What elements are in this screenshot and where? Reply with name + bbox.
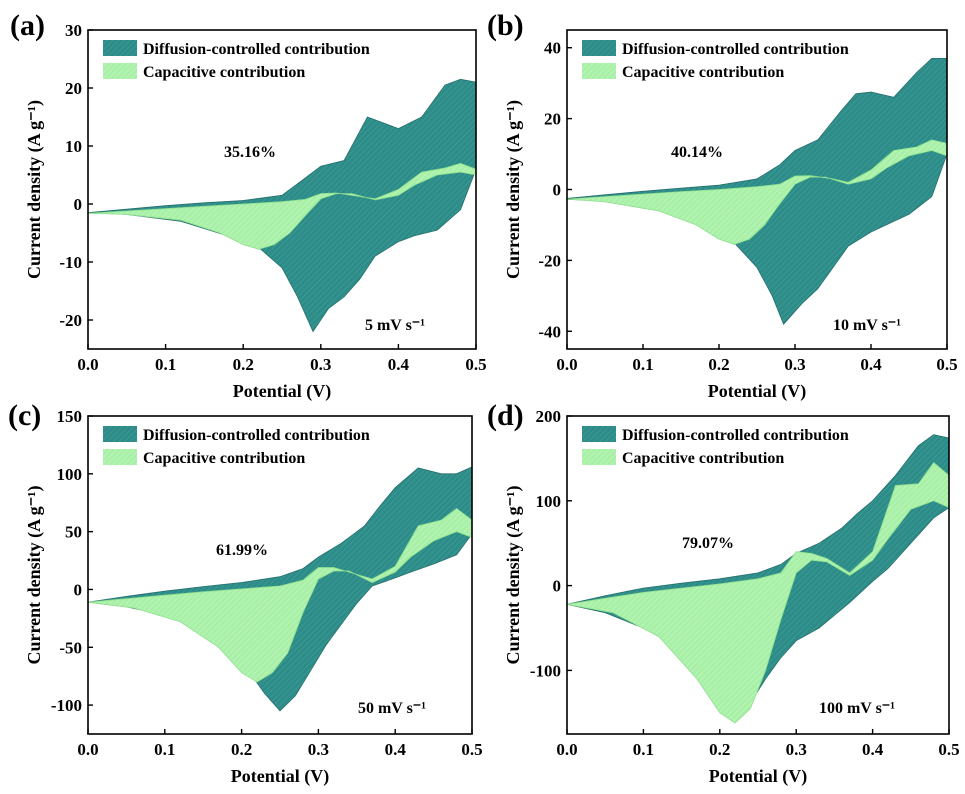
y-axis-title: Current density (A g⁻¹) [503, 100, 524, 279]
panel-d: 0.0 0.1 0.2 0.3 0.4 0.5 -100 0 100 200 Potential (… [487, 399, 960, 787]
y-tick-label: -20 [538, 251, 561, 270]
x-tick-label: 0.3 [310, 355, 331, 374]
plot-frame [566, 415, 950, 735]
x-tick-label: 0.4 [862, 740, 884, 759]
y-tick-label: -20 [59, 311, 82, 330]
legend-swatch [103, 426, 137, 442]
plot-frame [87, 29, 477, 350]
panel-c: 0.0 0.1 0.2 0.3 0.4 0.5 -100 -50 0 50 100 150 Potent… [8, 399, 483, 787]
x-tick-label: 0.4 [860, 355, 882, 374]
legend-label: Diffusion-controlled contribution [622, 41, 849, 58]
y-tick-label: 40 [544, 39, 561, 58]
y-tick-label: 50 [65, 523, 82, 542]
y-tick-label: 30 [65, 21, 82, 40]
scan-rate-label: 50 mV s⁻¹ [358, 700, 426, 717]
capacitive-loop [88, 162, 476, 250]
legend-swatch [103, 63, 137, 79]
percentage-label: 79.07% [682, 535, 734, 552]
y-tick-label: 150 [57, 407, 83, 426]
y-axis-title: Current density (A g⁻¹) [503, 485, 524, 664]
legend-label: Capacitive contribution [622, 450, 784, 467]
y-axis-title: Current density (A g⁻¹) [24, 100, 45, 279]
legend-label: Diffusion-controlled contribution [622, 427, 849, 444]
x-tick-label: 0.2 [233, 355, 254, 374]
panel-label: (a) [10, 9, 45, 42]
scan-rate-label: 10 mV s⁻¹ [833, 317, 901, 334]
panel-a: 0.0 0.1 0.2 0.3 0.4 0.5 -20 -10 0 10 20 30 Potential… [10, 9, 487, 402]
legend-label: Capacitive contribution [622, 64, 784, 81]
x-tick-label: 0.3 [786, 740, 807, 759]
capacitive-loop [567, 462, 949, 724]
percentage-label: 35.16% [224, 144, 276, 161]
x-tick-label: 0.2 [708, 355, 729, 374]
x-tick-label: 0.0 [556, 355, 577, 374]
panel-label: (b) [487, 9, 524, 42]
x-tick-label: 0.1 [155, 355, 176, 374]
x-tick-label: 0.1 [632, 355, 653, 374]
x-axis-title: Potential (V) [231, 766, 329, 787]
y-tick-label: 0 [74, 580, 83, 599]
y-tick-label: 0 [74, 195, 83, 214]
legend-swatch [582, 40, 616, 56]
legend-swatch [582, 63, 616, 79]
y-tick-label: -100 [530, 661, 561, 680]
y-tick-label: 10 [65, 137, 82, 156]
x-tick-label: 0.3 [784, 355, 805, 374]
y-tick-label: 100 [536, 492, 562, 511]
y-tick-label: 20 [544, 110, 561, 129]
y-tick-label: 0 [553, 577, 562, 596]
x-tick-label: 0.0 [77, 740, 98, 759]
x-axis-title: Potential (V) [708, 381, 806, 402]
y-axis-title: Current density (A g⁻¹) [24, 485, 45, 664]
x-tick-label: 0.3 [308, 740, 329, 759]
x-tick-label: 0.4 [385, 740, 407, 759]
y-tick-label: -10 [59, 253, 82, 272]
y-tick-label: 20 [65, 79, 82, 98]
x-tick-label: 0.0 [556, 740, 577, 759]
x-tick-label: 0.1 [154, 740, 175, 759]
x-tick-label: 0.2 [231, 740, 252, 759]
panel-label: (c) [8, 399, 41, 432]
legend-label: Diffusion-controlled contribution [143, 41, 370, 58]
x-axis-title: Potential (V) [709, 766, 807, 787]
x-tick-label: 0.2 [709, 740, 730, 759]
x-tick-label: 0.1 [633, 740, 654, 759]
panel-label: (d) [487, 399, 524, 432]
x-tick-label: 0.5 [938, 740, 959, 759]
x-tick-label: 0.0 [77, 355, 98, 374]
x-axis-title: Potential (V) [233, 381, 331, 402]
legend-swatch [582, 449, 616, 465]
y-tick-label: -100 [51, 696, 82, 715]
scan-rate-label: 100 mV s⁻¹ [819, 700, 895, 717]
y-tick-label: -40 [538, 322, 561, 341]
x-tick-label: 0.5 [936, 355, 957, 374]
percentage-label: 40.14% [671, 144, 723, 161]
x-tick-label: 0.4 [388, 355, 410, 374]
legend-swatch [103, 40, 137, 56]
capacitive-loop [567, 139, 947, 245]
y-tick-label: 100 [57, 465, 83, 484]
legend-label: Capacitive contribution [143, 64, 305, 81]
scan-rate-label: 5 mV s⁻¹ [365, 317, 425, 334]
legend-label: Capacitive contribution [143, 450, 305, 467]
x-tick-label: 0.5 [461, 740, 482, 759]
panel-b: 0.0 0.1 0.2 0.3 0.4 0.5 -40 -20 0 20 40 Potential (… [487, 9, 958, 402]
y-tick-label: 0 [553, 181, 562, 200]
legend-swatch [103, 449, 137, 465]
x-tick-label: 0.5 [465, 355, 486, 374]
percentage-label: 61.99% [216, 542, 268, 559]
legend-label: Diffusion-controlled contribution [143, 427, 370, 444]
capacitive-loop [88, 507, 472, 683]
plot-frame [87, 415, 473, 735]
y-tick-label: -50 [59, 638, 82, 657]
legend-swatch [582, 426, 616, 442]
y-tick-label: 200 [536, 407, 562, 426]
